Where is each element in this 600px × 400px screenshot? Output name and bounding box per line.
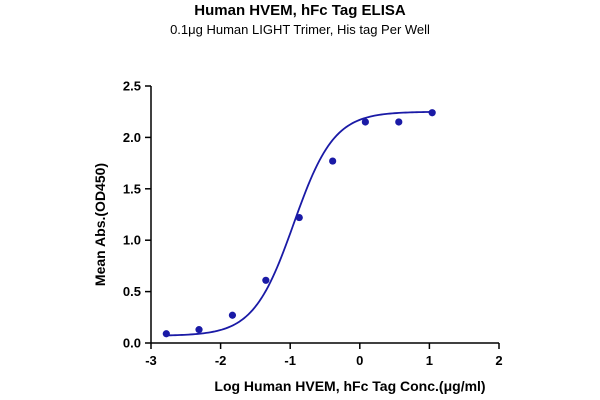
data-point [228, 311, 237, 319]
axes [150, 86, 499, 344]
x-tick-label: -1 [284, 353, 296, 368]
data-point [395, 118, 403, 126]
x-tick-label: 0 [356, 353, 363, 368]
y-tick-label: 1.0 [123, 233, 141, 248]
data-points [162, 109, 436, 338]
x-ticks: -3 -2 -1 0 1 2 [145, 343, 503, 368]
fit-curve [166, 111, 433, 337]
y-tick-label: 0.5 [123, 284, 141, 299]
chart-title: Human HVEM, hFc Tag ELISA [194, 2, 406, 19]
data-point [428, 109, 436, 117]
data-point [195, 326, 203, 334]
x-tick-label: -3 [145, 353, 157, 368]
y-tick-label: 1.5 [123, 181, 141, 196]
data-point [162, 330, 170, 338]
y-axis-label: Mean Abs.(OD450) [92, 163, 108, 286]
data-point [262, 276, 270, 284]
x-tick-label: 1 [426, 353, 433, 368]
data-point [295, 213, 303, 222]
data-point [361, 118, 369, 126]
y-tick-label: 2.0 [123, 130, 141, 145]
chart-subtitle: 0.1μg Human LIGHT Trimer, His tag Per We… [170, 22, 430, 37]
y-tick-label: 2.5 [123, 79, 141, 94]
x-tick-label: 2 [495, 353, 502, 368]
x-tick-label: -2 [215, 353, 227, 368]
y-ticks: 0.0 0.5 1.0 1.5 2.0 2.5 [123, 79, 151, 351]
x-axis-label: Log Human HVEM, hFc Tag Conc.(μg/ml) [214, 378, 485, 394]
data-point [329, 157, 337, 165]
y-tick-label: 0.0 [123, 336, 141, 351]
